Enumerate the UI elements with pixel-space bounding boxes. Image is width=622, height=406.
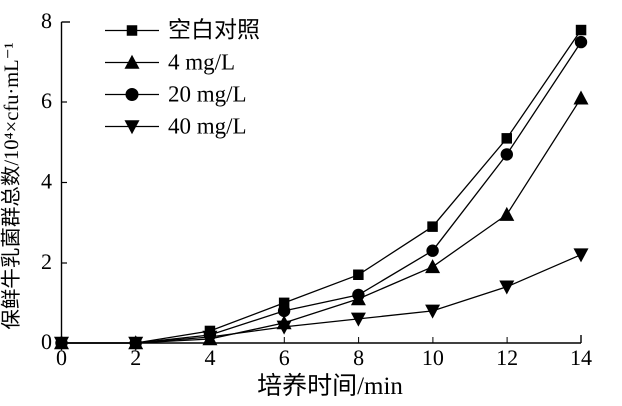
svg-text:2: 2	[41, 249, 52, 274]
svg-text:保鲜牛乳菌群总数/10⁴×cfu·mL⁻¹: 保鲜牛乳菌群总数/10⁴×cfu·mL⁻¹	[0, 42, 23, 329]
svg-text:6: 6	[41, 88, 52, 113]
svg-text:10: 10	[422, 345, 444, 370]
svg-text:6: 6	[279, 345, 290, 370]
svg-text:20 mg/L: 20 mg/L	[168, 82, 247, 107]
svg-text:40 mg/L: 40 mg/L	[168, 114, 247, 139]
svg-text:12: 12	[496, 345, 518, 370]
svg-text:空白对照: 空白对照	[168, 18, 260, 43]
svg-text:4: 4	[205, 345, 216, 370]
svg-text:8: 8	[41, 8, 52, 33]
svg-text:4 mg/L: 4 mg/L	[168, 50, 235, 75]
svg-text:14: 14	[570, 345, 592, 370]
svg-text:8: 8	[353, 345, 364, 370]
svg-text:4: 4	[41, 169, 52, 194]
svg-text:培养时间/min: 培养时间/min	[257, 372, 403, 400]
svg-text:0: 0	[41, 329, 52, 354]
